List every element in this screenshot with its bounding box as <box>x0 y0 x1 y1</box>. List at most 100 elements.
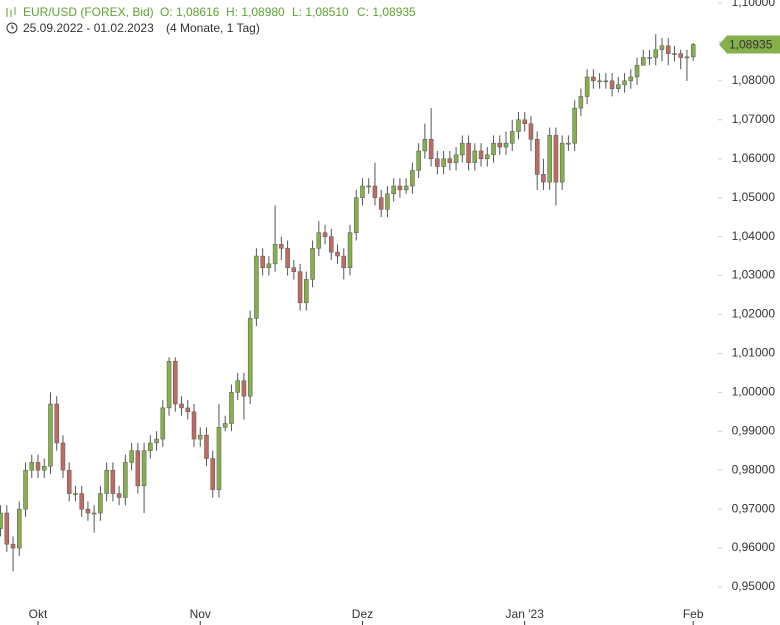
candle-body <box>622 80 627 86</box>
candle-body <box>266 263 272 268</box>
candle-body <box>628 76 634 82</box>
x-tick-label: Okt <box>29 607 48 621</box>
candle-body <box>403 185 409 191</box>
candle-body <box>491 142 496 156</box>
candle-body <box>179 403 184 409</box>
duration: (4 Monate, 1 Tag) <box>166 21 260 35</box>
candle-body <box>653 49 659 58</box>
y-tick-label: 1,00000 <box>732 385 776 399</box>
candle-body <box>254 255 259 319</box>
y-tick-label: 1,02000 <box>732 307 776 321</box>
y-tick-label: 1,07000 <box>732 112 776 126</box>
candle-body <box>329 236 334 253</box>
candle-body <box>410 170 415 187</box>
candle-body <box>678 53 683 58</box>
candle-body <box>684 56 690 59</box>
candle-body <box>35 462 41 471</box>
candle-body <box>10 543 16 549</box>
candle-body <box>135 450 141 487</box>
candle-body <box>191 411 197 440</box>
y-tick-label: 0,97000 <box>732 501 776 515</box>
candle-body <box>485 154 490 159</box>
candle-body <box>516 119 521 132</box>
y-tick-label: 1,05000 <box>732 190 776 204</box>
candle-body <box>509 131 515 144</box>
candle-body <box>204 434 209 459</box>
candle-body <box>141 450 147 487</box>
y-tick-label: 1,01000 <box>732 346 776 360</box>
candle-body <box>247 318 253 397</box>
y-tick-label: 0,95000 <box>732 579 776 593</box>
candle-body <box>578 96 584 109</box>
candle-body <box>603 80 609 83</box>
candle-body <box>553 135 559 183</box>
candle-body <box>229 392 234 424</box>
clock-icon <box>6 22 18 34</box>
candle-body <box>173 360 178 405</box>
candle-body <box>597 80 602 83</box>
candle-body <box>260 255 265 268</box>
candle-body <box>341 255 347 268</box>
y-tick-label: 1,04000 <box>732 229 776 243</box>
candle-body <box>235 380 240 393</box>
candle-body <box>416 150 421 171</box>
candle-body <box>528 123 534 140</box>
candle-body <box>572 107 577 144</box>
candle-body <box>98 493 103 514</box>
candle-body <box>66 469 72 494</box>
candle-body <box>91 512 97 515</box>
candle-body <box>566 142 571 145</box>
candle-body <box>210 458 215 490</box>
candle-body <box>453 154 459 163</box>
candle-body <box>522 119 527 124</box>
candle-body <box>285 248 290 268</box>
candle-body <box>17 508 22 549</box>
instrument: EUR/USD (FOREX, Bid) <box>23 5 154 19</box>
candle-body <box>534 139 540 175</box>
candle-body <box>335 251 340 257</box>
y-tick-label: 0,96000 <box>732 540 776 554</box>
candle-body <box>297 271 303 304</box>
low-value: L: 1,08510 <box>292 5 349 19</box>
candle-body <box>584 76 590 97</box>
high-value: H: 1,08980 <box>226 5 285 19</box>
open-value: O: 1,08616 <box>160 5 220 19</box>
candle-body <box>397 185 403 191</box>
y-tick-label: 0,99000 <box>732 423 776 437</box>
close-value: C: 1,08935 <box>357 5 416 19</box>
candle-body <box>316 232 322 249</box>
candle-body <box>279 244 284 249</box>
candle-body <box>347 232 353 268</box>
candle-body <box>547 135 552 183</box>
candle-body <box>110 469 116 494</box>
y-tick-label: 1,08000 <box>732 73 776 87</box>
candle-body <box>160 407 166 440</box>
candle-body <box>116 493 122 498</box>
candle-body <box>478 150 484 159</box>
candle-body <box>366 185 371 188</box>
candle-body <box>291 267 297 272</box>
candle-body <box>79 493 84 510</box>
candle-body <box>310 248 315 280</box>
candle-body <box>85 508 91 514</box>
candle-body <box>497 142 503 148</box>
candle-body <box>304 279 309 304</box>
candle-body <box>391 185 396 195</box>
candle-body <box>378 197 384 210</box>
y-tick-label: 1,10000 <box>732 0 776 9</box>
candle-body <box>460 142 465 156</box>
candle-body <box>541 174 546 183</box>
candle-body <box>166 360 172 409</box>
candle-body <box>322 232 328 237</box>
candle-body <box>353 197 359 233</box>
candle-body <box>503 142 509 148</box>
header-icon <box>6 7 16 17</box>
candle-body <box>123 462 128 498</box>
candle-body <box>616 84 621 89</box>
candle-body <box>435 158 440 167</box>
candle-body <box>148 442 153 451</box>
candle-body <box>385 193 390 210</box>
candle-body <box>222 423 228 428</box>
candle-body <box>104 469 109 494</box>
